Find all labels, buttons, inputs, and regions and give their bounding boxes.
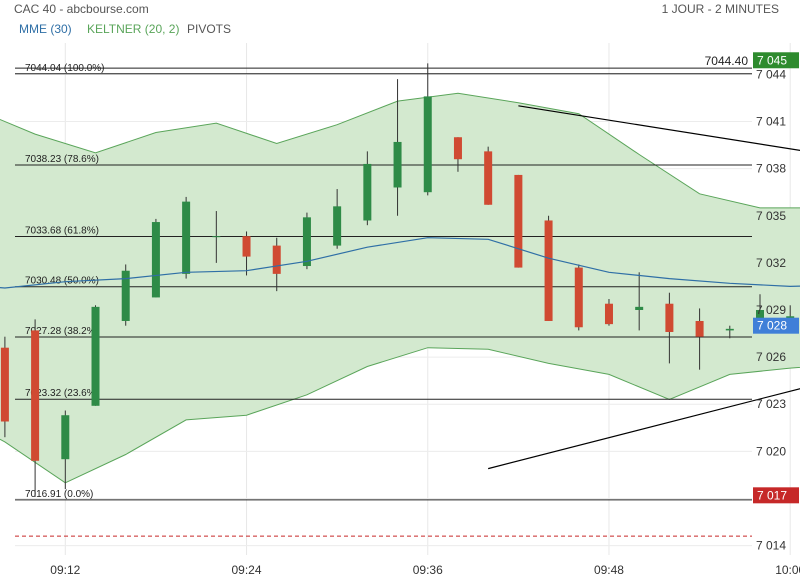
candle-up — [151, 222, 160, 298]
trend-arrow — [518, 105, 800, 151]
candle-down — [272, 245, 281, 274]
x-tick-label: 09:24 — [232, 563, 262, 577]
fib-level-label: 7033.68 (61.8%) — [25, 225, 99, 236]
candle-down — [242, 236, 251, 257]
y-tick-label: 7 026 — [756, 350, 786, 364]
y-tick-label: 7 032 — [756, 256, 786, 270]
candle-up — [393, 141, 402, 188]
y-tick-label: 7 014 — [756, 539, 786, 553]
candle-up — [212, 236, 221, 238]
fib-level-label: 7038.23 (78.6%) — [25, 154, 99, 165]
x-tick-label: 10:00 — [775, 563, 800, 577]
legend-mme[interactable]: MME (30) — [19, 22, 72, 36]
x-tick-label: 09:48 — [594, 563, 624, 577]
fib-level-label: 7023.32 (23.6%) — [25, 388, 99, 399]
y-tick-label: 7 035 — [756, 209, 786, 223]
y-tick-label: 7 038 — [756, 162, 786, 176]
candle-down — [514, 174, 523, 268]
y-tick-label: 7 044 — [756, 67, 786, 81]
candle-up — [182, 201, 191, 274]
candle-down — [665, 303, 674, 332]
price-tag-last — [753, 317, 799, 334]
trend-arrow — [488, 388, 800, 470]
keltner-upper-line — [0, 92, 800, 209]
y-tick-label: 7 020 — [756, 444, 786, 458]
y-tick-label: 7 023 — [756, 397, 786, 411]
price-tag-label: 7 028 — [757, 319, 787, 333]
candle-up — [333, 206, 342, 246]
price-tag-bottom — [753, 487, 799, 504]
candle-down — [453, 137, 462, 160]
candle-up — [121, 270, 130, 321]
candle-down — [574, 267, 583, 328]
keltner-lower-line — [0, 347, 800, 484]
fib-level-label: 7027.28 (38.2%) — [25, 326, 99, 337]
candle-up — [363, 163, 372, 221]
price-tag-label: 7 017 — [757, 488, 787, 502]
candle-down — [31, 330, 40, 461]
high-marker-label: 7044.40 — [705, 54, 749, 68]
x-tick-label: 09:36 — [413, 563, 443, 577]
y-tick-label: 7 041 — [756, 115, 786, 129]
candle-down — [544, 220, 553, 321]
timeframe-label[interactable]: 1 JOUR - 2 MINUTES — [661, 2, 779, 16]
candle-up — [423, 96, 432, 193]
legend-keltner[interactable]: KELTNER (20, 2) — [87, 22, 180, 36]
keltner-band-fill — [0, 93, 800, 483]
candle-up — [61, 415, 70, 460]
candle-up — [91, 306, 100, 406]
candle-down — [0, 347, 9, 422]
price-tag-label: 7 045 — [757, 53, 787, 67]
candle-down — [695, 320, 704, 337]
x-tick-label: 09:12 — [50, 563, 80, 577]
candle-down — [484, 151, 493, 205]
y-tick-label: 7 029 — [756, 303, 786, 317]
price-tag-top — [753, 52, 799, 69]
candle-up — [302, 217, 311, 267]
candle-up — [725, 328, 734, 331]
chart-title: CAC 40 - abcbourse.com — [14, 2, 149, 16]
plot-area: 7044.04 (100.0%)7038.23 (78.6%)7033.68 (… — [0, 43, 800, 577]
candle-down — [604, 303, 613, 325]
mme-line — [0, 237, 800, 289]
legend-pivots[interactable]: PIVOTS — [187, 22, 232, 36]
fib-level-label: 7016.91 (0.0%) — [25, 489, 93, 500]
candle-up — [635, 306, 644, 310]
fib-level-label: 7030.48 (50.0%) — [25, 276, 99, 287]
